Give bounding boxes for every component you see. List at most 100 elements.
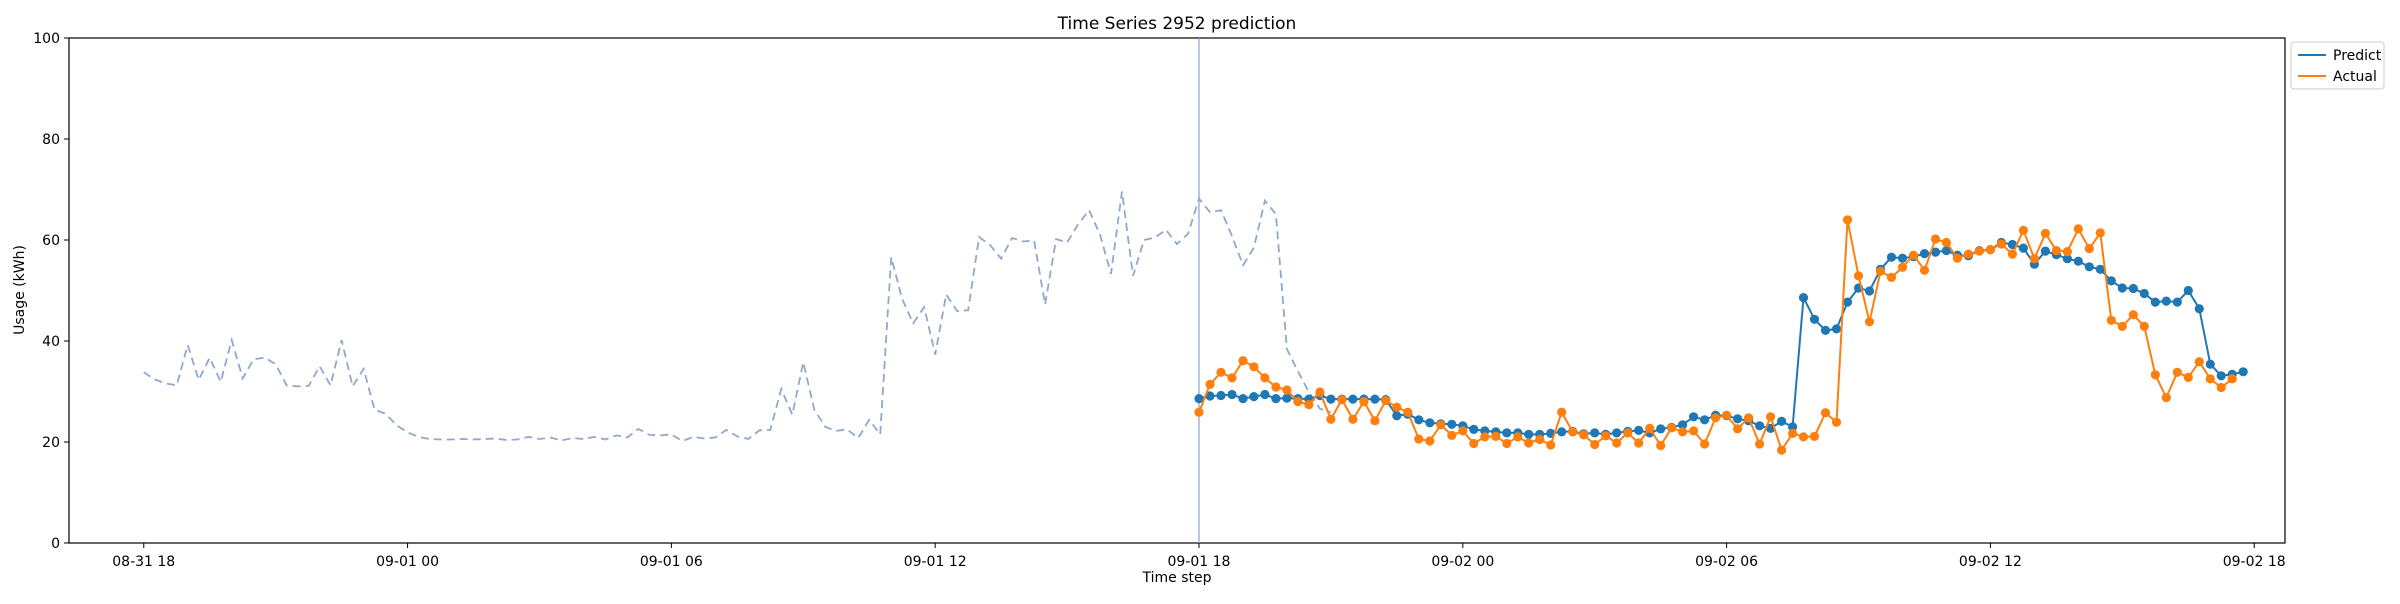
x-tick-label: 09-02 18 bbox=[2223, 554, 2286, 570]
data-point-actual bbox=[1777, 445, 1787, 455]
data-point-actual bbox=[1249, 362, 1259, 372]
data-point-predict bbox=[2194, 304, 2204, 314]
data-point-actual bbox=[1425, 436, 1435, 446]
data-point-actual bbox=[1535, 434, 1545, 445]
data-point-predict bbox=[2238, 367, 2248, 377]
data-point-predict bbox=[1842, 297, 1853, 307]
data-point-actual bbox=[1689, 426, 1699, 436]
data-point-predict bbox=[2172, 297, 2182, 307]
data-point-predict bbox=[1370, 394, 1380, 404]
data-point-actual bbox=[2117, 321, 2127, 331]
data-point-predict bbox=[1502, 428, 1512, 438]
data-point-predict bbox=[1612, 428, 1622, 438]
data-point-actual bbox=[1831, 417, 1842, 427]
data-point-predict bbox=[1831, 324, 1842, 334]
data-point-actual bbox=[1524, 438, 1534, 448]
series-predict bbox=[1194, 237, 2248, 439]
data-point-actual bbox=[1557, 407, 1567, 417]
data-point-actual bbox=[1809, 431, 1820, 441]
data-point-actual bbox=[1612, 438, 1622, 448]
series-layer bbox=[1194, 215, 2248, 455]
data-point-actual bbox=[2172, 367, 2182, 377]
data-point-predict bbox=[1897, 253, 1908, 263]
data-point-actual bbox=[1502, 438, 1512, 449]
x-tick-label: 09-01 18 bbox=[1168, 554, 1231, 570]
y-tick-label: 20 bbox=[42, 435, 60, 451]
data-point-actual bbox=[1634, 438, 1644, 448]
data-point-actual bbox=[1546, 440, 1556, 450]
data-point-predict bbox=[2084, 262, 2094, 272]
y-axis: 0 20 40 60 80 100 bbox=[33, 31, 69, 552]
data-point-actual bbox=[2040, 228, 2050, 238]
data-point-actual bbox=[1304, 400, 1314, 410]
plot-area-frame bbox=[68, 37, 2286, 544]
data-point-actual bbox=[1205, 379, 1215, 389]
data-point-predict bbox=[1392, 411, 1402, 421]
legend-label-actual: Actual bbox=[2333, 69, 2377, 85]
data-point-predict bbox=[2117, 283, 2127, 293]
data-point-actual bbox=[1744, 413, 1754, 423]
data-point-actual bbox=[1996, 239, 2006, 249]
x-axis: 08-31 18 09-01 00 09-01 06 09-01 12 09-01 18… bbox=[112, 543, 2286, 570]
data-point-predict bbox=[1634, 425, 1644, 435]
data-point-actual bbox=[1458, 426, 1468, 436]
data-point-actual bbox=[1711, 413, 1721, 423]
data-point-predict bbox=[2106, 276, 2116, 286]
data-point-predict bbox=[1260, 389, 1270, 400]
data-point-actual bbox=[1875, 266, 1886, 276]
data-point-actual bbox=[1667, 423, 1677, 433]
data-point-actual bbox=[1590, 439, 1600, 450]
data-point-actual bbox=[1568, 427, 1578, 437]
data-point-predict bbox=[1238, 394, 1248, 404]
data-point-predict bbox=[1788, 422, 1798, 432]
x-tick-label: 08-31 18 bbox=[112, 554, 175, 570]
legend-label-predict: Predict bbox=[2333, 48, 2382, 64]
data-point-actual bbox=[1853, 271, 1864, 281]
y-tick-label: 40 bbox=[42, 334, 60, 350]
data-point-predict bbox=[1524, 429, 1534, 439]
data-point-actual bbox=[1238, 356, 1248, 366]
data-point-actual bbox=[1293, 397, 1303, 407]
data-point-predict bbox=[1227, 389, 1237, 400]
data-point-predict bbox=[2128, 283, 2138, 294]
data-point-actual bbox=[1766, 412, 1776, 422]
data-point-actual bbox=[1194, 407, 1204, 417]
data-point-actual bbox=[1908, 250, 1919, 260]
y-tick-label: 0 bbox=[51, 536, 60, 552]
data-point-predict bbox=[2205, 359, 2215, 369]
x-tick-label: 09-01 06 bbox=[640, 554, 703, 570]
data-point-predict bbox=[1590, 428, 1600, 438]
data-point-predict bbox=[1941, 246, 1951, 256]
data-point-actual bbox=[2007, 249, 2017, 259]
data-point-actual bbox=[1381, 396, 1391, 406]
chart-title: Time Series 2952 prediction bbox=[1057, 14, 1297, 34]
data-point-predict bbox=[2161, 296, 2171, 306]
data-point-actual bbox=[2227, 374, 2237, 384]
data-point-predict bbox=[1689, 412, 1699, 422]
data-point-predict bbox=[1809, 314, 1820, 324]
data-point-actual bbox=[1864, 317, 1875, 327]
data-point-predict bbox=[2018, 243, 2028, 253]
data-point-actual bbox=[1227, 373, 1237, 383]
x-tick-label: 09-01 00 bbox=[376, 554, 439, 570]
data-point-actual bbox=[1282, 385, 1292, 395]
data-point-predict bbox=[1678, 420, 1688, 430]
data-point-actual bbox=[1963, 249, 1973, 259]
data-point-predict bbox=[1798, 293, 1809, 303]
data-point-actual bbox=[1974, 246, 1984, 256]
data-point-actual bbox=[1469, 438, 1479, 449]
data-point-actual bbox=[1755, 439, 1765, 449]
data-point-predict bbox=[1557, 427, 1567, 437]
data-point-actual bbox=[1359, 397, 1369, 407]
data-point-actual bbox=[1645, 423, 1655, 433]
data-point-predict bbox=[1216, 390, 1226, 401]
data-point-actual bbox=[2183, 372, 2193, 382]
data-point-predict bbox=[2095, 264, 2105, 274]
data-point-predict bbox=[1919, 249, 1930, 259]
data-point-predict bbox=[1194, 394, 1204, 404]
data-point-actual bbox=[2128, 310, 2138, 320]
data-point-actual bbox=[1216, 367, 1226, 377]
data-point-predict bbox=[1656, 424, 1666, 434]
